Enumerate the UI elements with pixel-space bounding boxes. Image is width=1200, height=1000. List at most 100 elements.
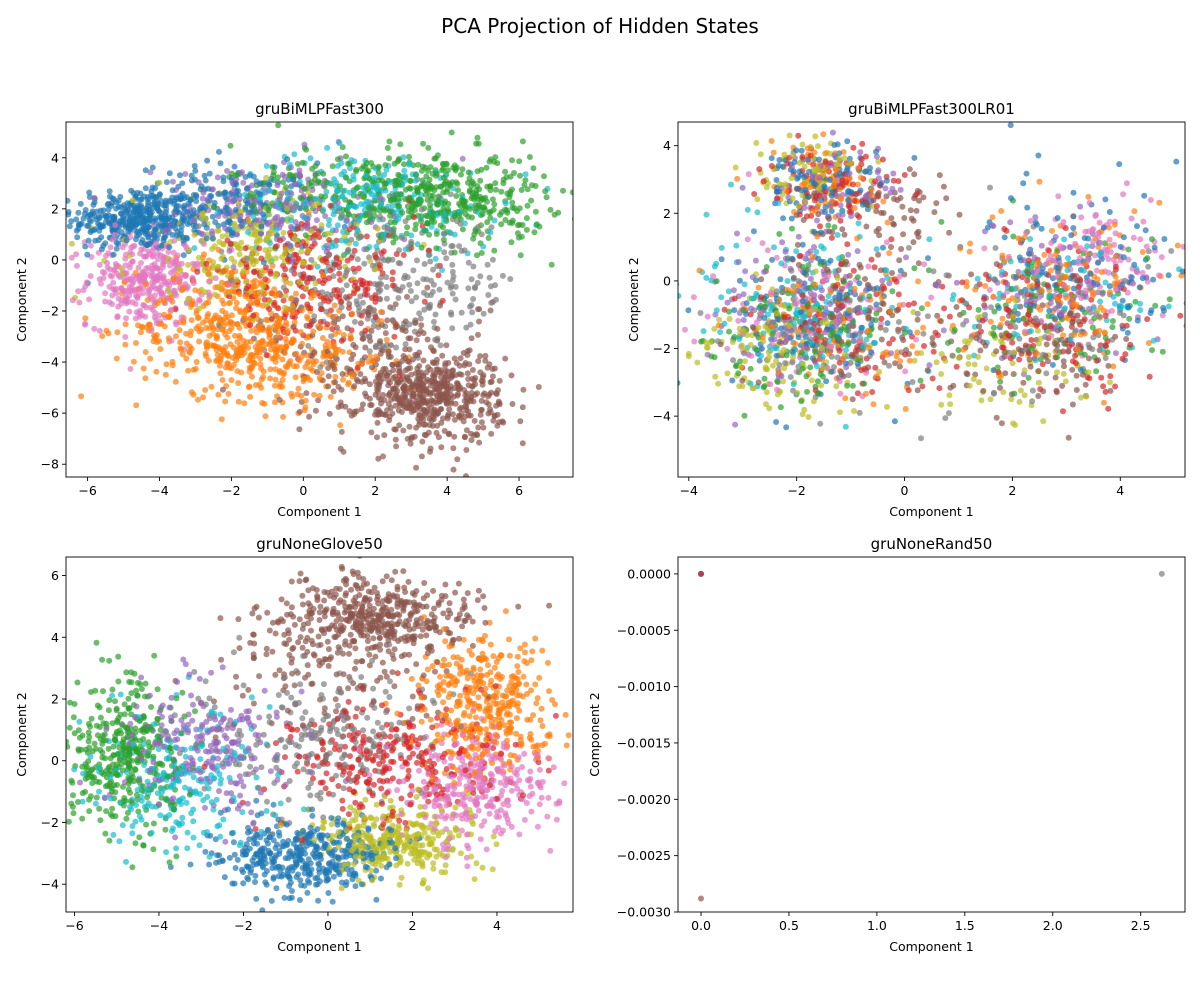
scatter-point [391, 333, 398, 340]
scatter-point [404, 274, 411, 281]
scatter-point [421, 298, 428, 305]
scatter-point [263, 174, 270, 181]
scatter-point [231, 220, 238, 227]
scatter-point [450, 445, 457, 452]
scatter-point [1069, 401, 1076, 408]
scatter-point [256, 289, 263, 296]
scatter-point [823, 319, 830, 326]
scatter-point [317, 318, 324, 325]
scatter-point [461, 434, 468, 441]
scatter-point [66, 211, 72, 218]
scatter-point [440, 165, 447, 172]
scatter-point [248, 327, 255, 334]
scatter-point [1124, 289, 1131, 296]
scatter-point [210, 343, 217, 350]
scatter-point [997, 384, 1003, 391]
scatter-point [386, 413, 393, 420]
scatter-point [474, 279, 481, 286]
scatter-point [943, 195, 950, 202]
scatter-point [263, 264, 269, 271]
scatter-point [384, 372, 391, 379]
scatter-point [78, 220, 85, 227]
scatter-point [426, 410, 433, 417]
scatter-point [478, 166, 485, 173]
scatter-point [440, 236, 447, 243]
scatter-point [368, 160, 375, 166]
scatter-point [335, 187, 342, 194]
scatter-point [307, 365, 314, 372]
scatter-point [306, 413, 313, 420]
scatter-point [485, 235, 492, 241]
scatter-point [190, 207, 197, 214]
scatter-point [440, 415, 446, 422]
scatter-point [338, 402, 345, 409]
scatter-point [286, 360, 293, 367]
scatter-point [739, 377, 746, 384]
scatter-point [817, 223, 823, 230]
scatter-point [85, 237, 92, 244]
scatter-point [372, 295, 379, 301]
scatter-point [280, 413, 287, 420]
scatter-point [474, 183, 481, 190]
scatter-point [356, 308, 362, 315]
scatter-point [475, 424, 482, 431]
scatter-point [281, 250, 288, 257]
scatter-point [287, 280, 294, 287]
scatter-point [288, 390, 295, 397]
scatter-point [321, 297, 328, 304]
scatter-point [475, 331, 481, 338]
scatter-point [362, 378, 369, 385]
scatter-point [343, 282, 350, 289]
scatter-point [190, 391, 197, 398]
scatter-point [137, 329, 144, 336]
scatter-point [282, 266, 289, 273]
scatter-point [488, 299, 495, 306]
scatter-point [204, 196, 211, 203]
scatter-point [726, 308, 732, 315]
scatter-point [191, 231, 198, 238]
scatter-point [153, 368, 160, 375]
scatter-point [242, 245, 249, 252]
scatter-point [769, 362, 776, 369]
scatter-point [443, 342, 450, 349]
scatter-point [456, 371, 463, 377]
scatter-point [523, 226, 530, 233]
scatter-point [678, 380, 681, 386]
scatter-point [997, 321, 1004, 328]
scatter-point [244, 185, 251, 192]
scatter-point [1035, 393, 1042, 399]
scatter-point [339, 193, 346, 200]
scatter-point [416, 363, 423, 369]
scatter-point [299, 293, 306, 300]
scatter-point [469, 214, 475, 221]
scatter-point [482, 352, 489, 359]
scatter-point [441, 217, 447, 224]
scatter-point [251, 269, 258, 276]
scatter-point [288, 190, 295, 197]
scatter-point [218, 352, 225, 359]
scatter-point [402, 341, 409, 348]
scatter-point [327, 353, 333, 360]
scatter-point [122, 321, 129, 328]
scatter-point [947, 401, 954, 408]
scatter-point [480, 243, 487, 250]
scatter-point [82, 243, 89, 250]
scatter-point [155, 221, 162, 228]
scatter-point [145, 291, 152, 298]
scatter-point [467, 398, 474, 404]
scatter-point [99, 269, 106, 275]
scatter-point [220, 268, 227, 275]
scatter-point [972, 371, 979, 378]
scatter-point [325, 365, 332, 371]
scatter-point [338, 304, 345, 311]
scatter-point [365, 167, 372, 174]
scatter-point [914, 387, 921, 394]
scatter-point [1009, 318, 1016, 325]
scatter-point [730, 287, 737, 294]
scatter-point [392, 182, 399, 189]
scatter-point [371, 281, 378, 287]
scatter-point [189, 274, 196, 281]
scatter-point [1004, 281, 1011, 288]
scatter-point [397, 141, 404, 148]
scatter-point [132, 315, 139, 322]
